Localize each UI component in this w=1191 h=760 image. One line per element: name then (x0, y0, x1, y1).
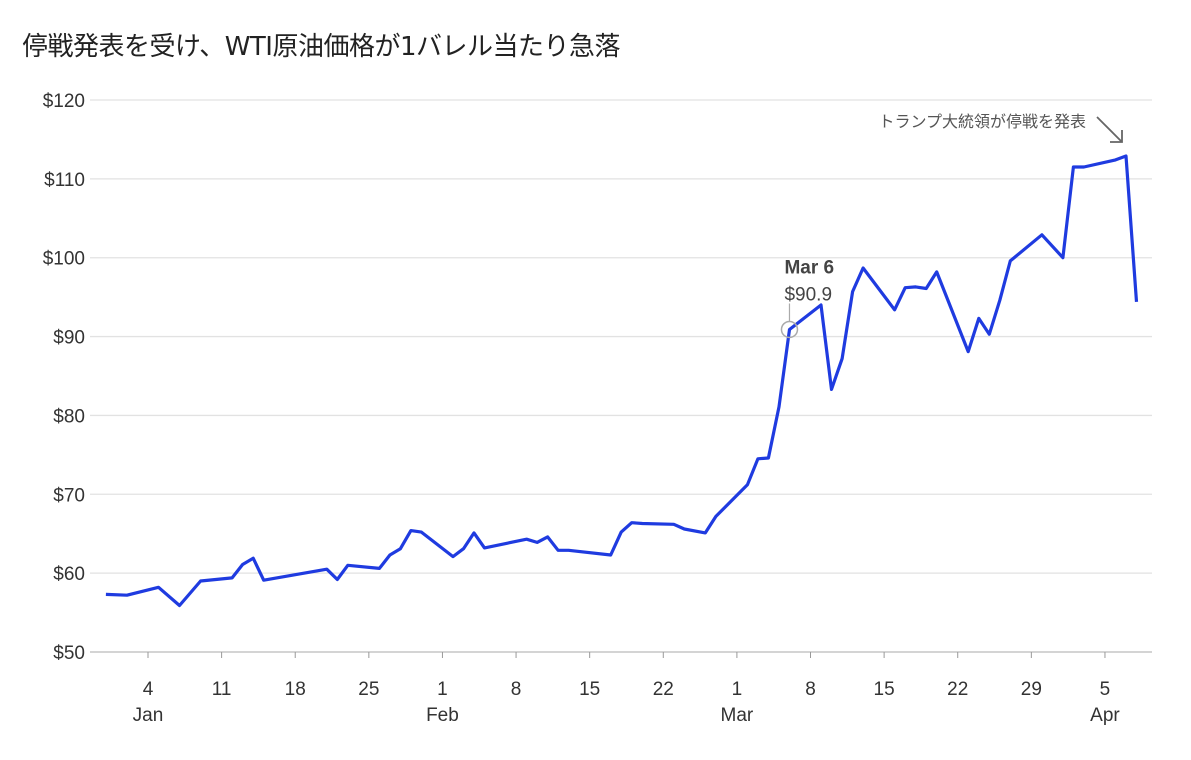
x-month-label: Apr (1090, 705, 1120, 726)
highlight-point-marker (780, 320, 799, 339)
y-tick-label: $120 (43, 91, 85, 112)
x-month-label: Feb (426, 705, 459, 726)
x-tick-label: 25 (358, 679, 379, 700)
series-layer (105, 154, 1139, 608)
y-tick-label: $70 (53, 485, 85, 506)
x-axis: 4 Jan 11 18 25 1 Feb 8 15 22 1 Mar 8 15 22 29 5 Apr (133, 652, 1120, 726)
x-tick-label: 1 (437, 679, 448, 700)
x-tick-label: 22 (947, 679, 968, 700)
gridlines (90, 99, 1152, 653)
x-tick-label: 5 (1100, 679, 1111, 700)
y-tick-label: $100 (43, 249, 85, 270)
x-month-label: Mar (721, 705, 754, 726)
annotation: トランプ大統領が停戦を発表 (878, 112, 1123, 143)
x-tick-label: 8 (805, 679, 816, 700)
series-line-wti (105, 154, 1139, 608)
y-axis: $50 $60 $70 $80 $90 $100 $110 $120 (43, 91, 85, 664)
x-tick-label: 11 (212, 679, 232, 700)
annotation-text: トランプ大統領が停戦を発表 (878, 112, 1086, 131)
highlight-date-label: Mar 6 (784, 257, 834, 278)
highlight-value-label: $90.9 (784, 284, 832, 305)
x-month-label: Jan (133, 705, 164, 726)
y-tick-label: $110 (44, 170, 85, 191)
x-tick-label: 29 (1021, 679, 1042, 700)
x-tick-label: 4 (143, 679, 154, 700)
chart-title: 停戦発表を受け、WTI原油価格が1バレル当たり急落 (22, 32, 621, 62)
highlight-callout: Mar 6 $90.9 (780, 257, 834, 339)
arrow-icon (1096, 116, 1123, 143)
y-tick-label: $90 (53, 328, 85, 349)
x-tick-label: 18 (285, 679, 306, 700)
y-tick-label: $50 (53, 643, 85, 664)
y-tick-label: $60 (53, 564, 85, 585)
x-tick-label: 8 (511, 679, 522, 700)
y-tick-label: $80 (53, 406, 85, 427)
x-tick-label: 22 (653, 679, 674, 700)
x-tick-label: 1 (732, 679, 743, 700)
x-tick-label: 15 (579, 679, 600, 700)
x-tick-label: 15 (874, 679, 895, 700)
